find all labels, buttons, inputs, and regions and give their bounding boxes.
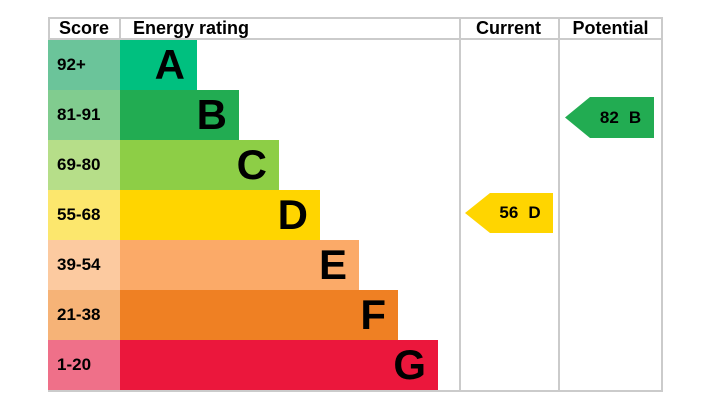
current-rating-band: D [528,203,541,222]
score-column-header: Score [58,18,110,38]
potential-column-divider [558,17,560,392]
potential-rating-band: B [628,107,642,127]
score-column-divider [119,17,121,40]
potential-rating-score: 82 [599,107,619,127]
current-column-header: Current [475,18,541,38]
current-rating-score: 56 [499,203,519,222]
score-range-e: 39-54 [48,240,120,290]
score-range-f: 21-38 [48,290,120,340]
band-row-b: 81-91 B [48,90,239,140]
score-range-c: 69-80 [48,140,120,190]
band-letter-a: A [154,41,185,88]
rating-bar-a: A [120,40,197,90]
rating-bar-g: G [120,340,438,390]
rating-bar-b: B [120,90,239,140]
band-letter-g: G [393,341,426,388]
band-letter-f: F [360,291,386,338]
header-bottom-border [48,38,663,40]
current-column-divider [459,17,461,392]
potential-column-header: Potential [572,18,649,38]
rating-bar-d: D [120,190,320,240]
band-letter-e: E [318,241,347,288]
rating-bar-c: C [120,140,279,190]
rating-bar-e: E [120,240,359,290]
band-row-d: 55-68 D [48,190,320,240]
band-letter-b: B [196,91,227,138]
band-row-f: 21-38 F [48,290,398,340]
score-range-d: 55-68 [48,190,120,240]
band-row-g: 1-20 G [48,340,438,390]
score-range-b: 81-91 [48,90,120,140]
current-rating-arrow: 56 D [465,193,553,233]
potential-rating-arrow: 82 B [565,97,654,138]
score-range-g: 1-20 [48,340,120,390]
band-row-e: 39-54 E [48,240,359,290]
band-letter-d: D [277,191,308,238]
band-letter-c: C [236,141,267,188]
band-row-a: 92+ A [48,40,197,90]
band-row-c: 69-80 C [48,140,279,190]
energy-rating-column-header: Energy rating [133,18,250,38]
score-range-a: 92+ [48,40,120,90]
rating-bar-f: F [120,290,398,340]
